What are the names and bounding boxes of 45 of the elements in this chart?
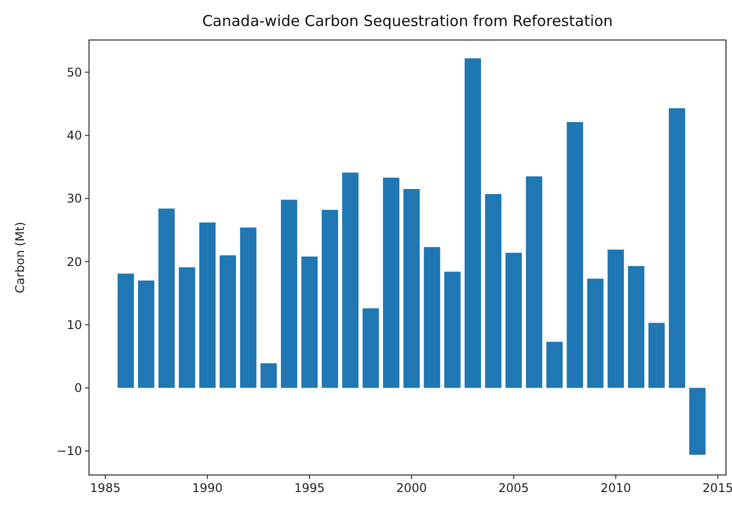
y-tick-label: 40	[66, 128, 82, 143]
y-tick-label: 30	[66, 192, 82, 206]
bar	[485, 194, 502, 388]
bar	[587, 278, 604, 388]
y-tick-label: −10	[56, 444, 82, 458]
x-tick-label: 1985	[90, 481, 121, 495]
bar	[260, 363, 277, 388]
bar	[362, 308, 379, 388]
bar	[342, 172, 358, 388]
x-tick-label: 2000	[396, 481, 427, 495]
bar	[383, 178, 400, 388]
bar	[118, 274, 134, 388]
bar	[138, 280, 154, 388]
bar	[566, 122, 584, 388]
bar	[506, 252, 522, 388]
bar	[178, 267, 196, 388]
bar	[546, 342, 563, 388]
y-tick-label: 20	[66, 254, 82, 269]
bar	[668, 108, 686, 388]
bar	[220, 255, 236, 388]
bar	[608, 250, 624, 388]
bar	[403, 189, 420, 388]
x-tick-label: 2010	[600, 481, 632, 495]
y-tick-label: 10	[66, 318, 82, 332]
bar	[526, 176, 542, 388]
bar	[199, 222, 216, 388]
x-tick-label: 1995	[294, 481, 325, 495]
bar	[240, 228, 256, 388]
bar	[301, 256, 318, 388]
bar	[424, 247, 440, 388]
bar	[689, 388, 706, 455]
y-axis-title: Carbon (Mt)	[13, 222, 27, 294]
bar	[628, 266, 644, 388]
x-tick-label: 1990	[192, 481, 223, 495]
bar	[444, 272, 461, 388]
bar	[322, 210, 338, 388]
bar	[280, 200, 298, 388]
chart-title: Canada-wide Carbon Sequestration from Reforestation	[202, 12, 613, 30]
bar	[464, 58, 481, 388]
y-tick-label: 0	[74, 381, 82, 396]
x-tick-label: 2015	[702, 481, 732, 495]
x-tick-label: 2005	[498, 481, 529, 495]
y-tick-label: 50	[66, 65, 82, 80]
bar	[648, 322, 665, 388]
bar	[158, 208, 175, 388]
